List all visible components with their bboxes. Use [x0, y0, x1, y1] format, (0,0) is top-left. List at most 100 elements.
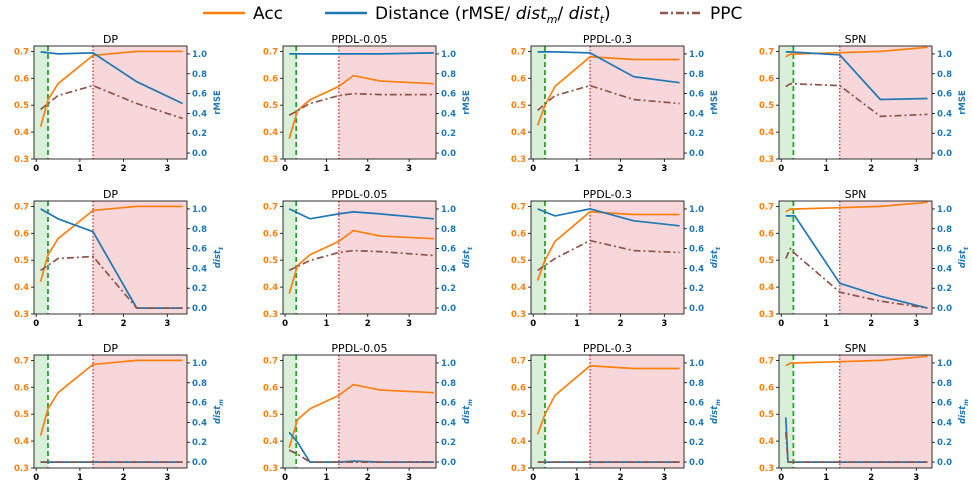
x-tick-label: 1 — [823, 164, 829, 174]
y-left-tick-label: 0.6 — [759, 74, 774, 84]
y-right-axis-label-sub: m — [962, 399, 970, 406]
axes-frame — [282, 200, 437, 315]
x-tick-label: 2 — [618, 319, 624, 329]
y-right-axis-label: distt — [958, 246, 970, 268]
y-right-tick-label: 0.8 — [937, 70, 952, 80]
y-right-tick-label: 0.4 — [441, 418, 456, 428]
panel-title: PPDL-0.3 — [583, 342, 632, 355]
green-region — [531, 46, 545, 159]
dist-line — [537, 208, 680, 227]
legend-dist-prefix: Distance (rMSE/ — [375, 4, 516, 24]
y-left-tick-label: 0.3 — [511, 464, 526, 474]
y-left-tick-label: 0.7 — [511, 356, 526, 366]
y-right-axis-label-sub: t — [466, 246, 474, 250]
x-tick-label: 3 — [164, 473, 170, 480]
panel-r0c1: PPDL-0.05 0 1 2 3 0.3 0.4 0.5 0.6 0.7 0.0 0.2 0.4 0.6… — [263, 33, 472, 174]
y-right-tick-label: 0.0 — [441, 458, 456, 468]
y-right-tick-label: 1.0 — [689, 50, 704, 60]
x-tick-label: 1 — [323, 164, 329, 174]
acc-line — [536, 210, 680, 281]
acc-line — [536, 364, 680, 435]
y-right-axis-label-base: dist — [710, 405, 720, 424]
y-left-tick-label: 0.6 — [511, 74, 526, 84]
y-right-tick-label: 0.2 — [689, 129, 704, 139]
panel-title: PPDL-0.05 — [331, 188, 387, 201]
panel-r2c1: PPDL-0.05 0 1 2 3 0.3 0.4 0.5 0.6 0.7 0.0 0.2 0.4 0.6… — [263, 342, 474, 480]
x-tick-label: 0 — [778, 319, 784, 329]
legend-acc-label: Acc — [253, 4, 283, 24]
y-left-tick-label: 0.6 — [263, 383, 278, 393]
dist-line — [537, 51, 680, 84]
y-left-tick-label: 0.3 — [14, 155, 29, 165]
red-region — [338, 46, 436, 159]
y-left-tick-label: 0.7 — [511, 202, 526, 212]
ppc-line — [40, 84, 183, 120]
y-right-tick-label: 0.8 — [441, 379, 456, 389]
y-left-tick-label: 0.6 — [511, 383, 526, 393]
y-right-tick-label: 0.2 — [689, 284, 704, 294]
y-right-tick-label: 0.2 — [937, 284, 952, 294]
y-right-tick-label: 0.6 — [192, 90, 207, 100]
y-right-tick-label: 0.0 — [192, 149, 207, 159]
y-right-axis-label: distm — [462, 399, 474, 424]
x-tick-label: 2 — [365, 164, 371, 174]
y-right-tick-label: 1.0 — [192, 205, 207, 215]
red-region — [839, 355, 932, 468]
panel-title: PPDL-0.3 — [583, 33, 632, 46]
x-tick-label: 0 — [33, 319, 39, 329]
y-left-tick-label: 0.4 — [263, 128, 278, 138]
x-tick-label: 1 — [574, 473, 580, 480]
y-right-tick-label: 0.4 — [192, 109, 207, 119]
y-right-tick-label: 0.8 — [937, 225, 952, 235]
x-tick-label: 3 — [406, 164, 412, 174]
x-tick-label: 2 — [868, 319, 874, 329]
y-right-tick-label: 0.8 — [689, 70, 704, 80]
x-tick-label: 2 — [365, 473, 371, 480]
y-right-axis-label: rMSE — [710, 90, 720, 115]
y-left-tick-label: 0.7 — [263, 47, 278, 57]
y-left-tick-label: 0.4 — [511, 283, 526, 293]
panel-title: DP — [103, 188, 118, 201]
x-tick-label: 0 — [33, 164, 39, 174]
y-left-tick-label: 0.7 — [511, 47, 526, 57]
y-left-tick-label: 0.4 — [263, 437, 278, 447]
acc-line — [785, 46, 928, 58]
y-right-axis-label: distt — [462, 246, 474, 268]
red-region — [338, 201, 436, 314]
y-right-axis-label-base: dist — [462, 405, 472, 424]
y-left-tick-label: 0.3 — [263, 464, 278, 474]
acc-line — [288, 74, 434, 140]
legend-dist-label: Distance (rMSE/ distm/ distt) — [375, 4, 611, 26]
y-right-tick-label: 1.0 — [441, 50, 456, 60]
panel-r0c0: DP 0 1 2 3 0.3 0.4 0.5 0.6 0.7 0.0 0.2 0.4 0.6 0.8 1.0 r… — [14, 33, 223, 174]
axes-frame — [530, 45, 685, 160]
x-tick-label: 0 — [530, 164, 536, 174]
x-tick-label: 3 — [661, 473, 667, 480]
red-region — [338, 355, 436, 468]
x-tick-label: 1 — [574, 319, 580, 329]
x-tick-label: 1 — [323, 319, 329, 329]
y-right-axis-label-base: dist — [958, 405, 968, 424]
acc-line — [536, 55, 680, 126]
y-left-tick-label: 0.4 — [511, 128, 526, 138]
y-left-tick-label: 0.5 — [759, 410, 774, 420]
acc-line — [785, 201, 928, 213]
y-left-tick-label: 0.3 — [759, 464, 774, 474]
x-tick-label: 2 — [121, 319, 127, 329]
y-left-tick-label: 0.5 — [511, 410, 526, 420]
y-right-tick-label: 0.2 — [441, 284, 456, 294]
y-right-tick-label: 0.0 — [689, 149, 704, 159]
ppc-line — [288, 92, 434, 117]
x-tick-label: 0 — [530, 473, 536, 480]
y-left-tick-label: 0.5 — [14, 101, 29, 111]
y-left-tick-label: 0.7 — [759, 47, 774, 57]
y-right-tick-label: 0.8 — [689, 379, 704, 389]
x-tick-label: 2 — [868, 164, 874, 174]
acc-line — [39, 50, 183, 127]
axes-frame — [778, 200, 933, 315]
legend-dist-m-base: dist — [516, 4, 548, 24]
red-region — [93, 355, 187, 468]
y-right-tick-label: 0.0 — [192, 304, 207, 314]
axes-frame — [33, 200, 188, 315]
x-tick-label: 3 — [164, 319, 170, 329]
